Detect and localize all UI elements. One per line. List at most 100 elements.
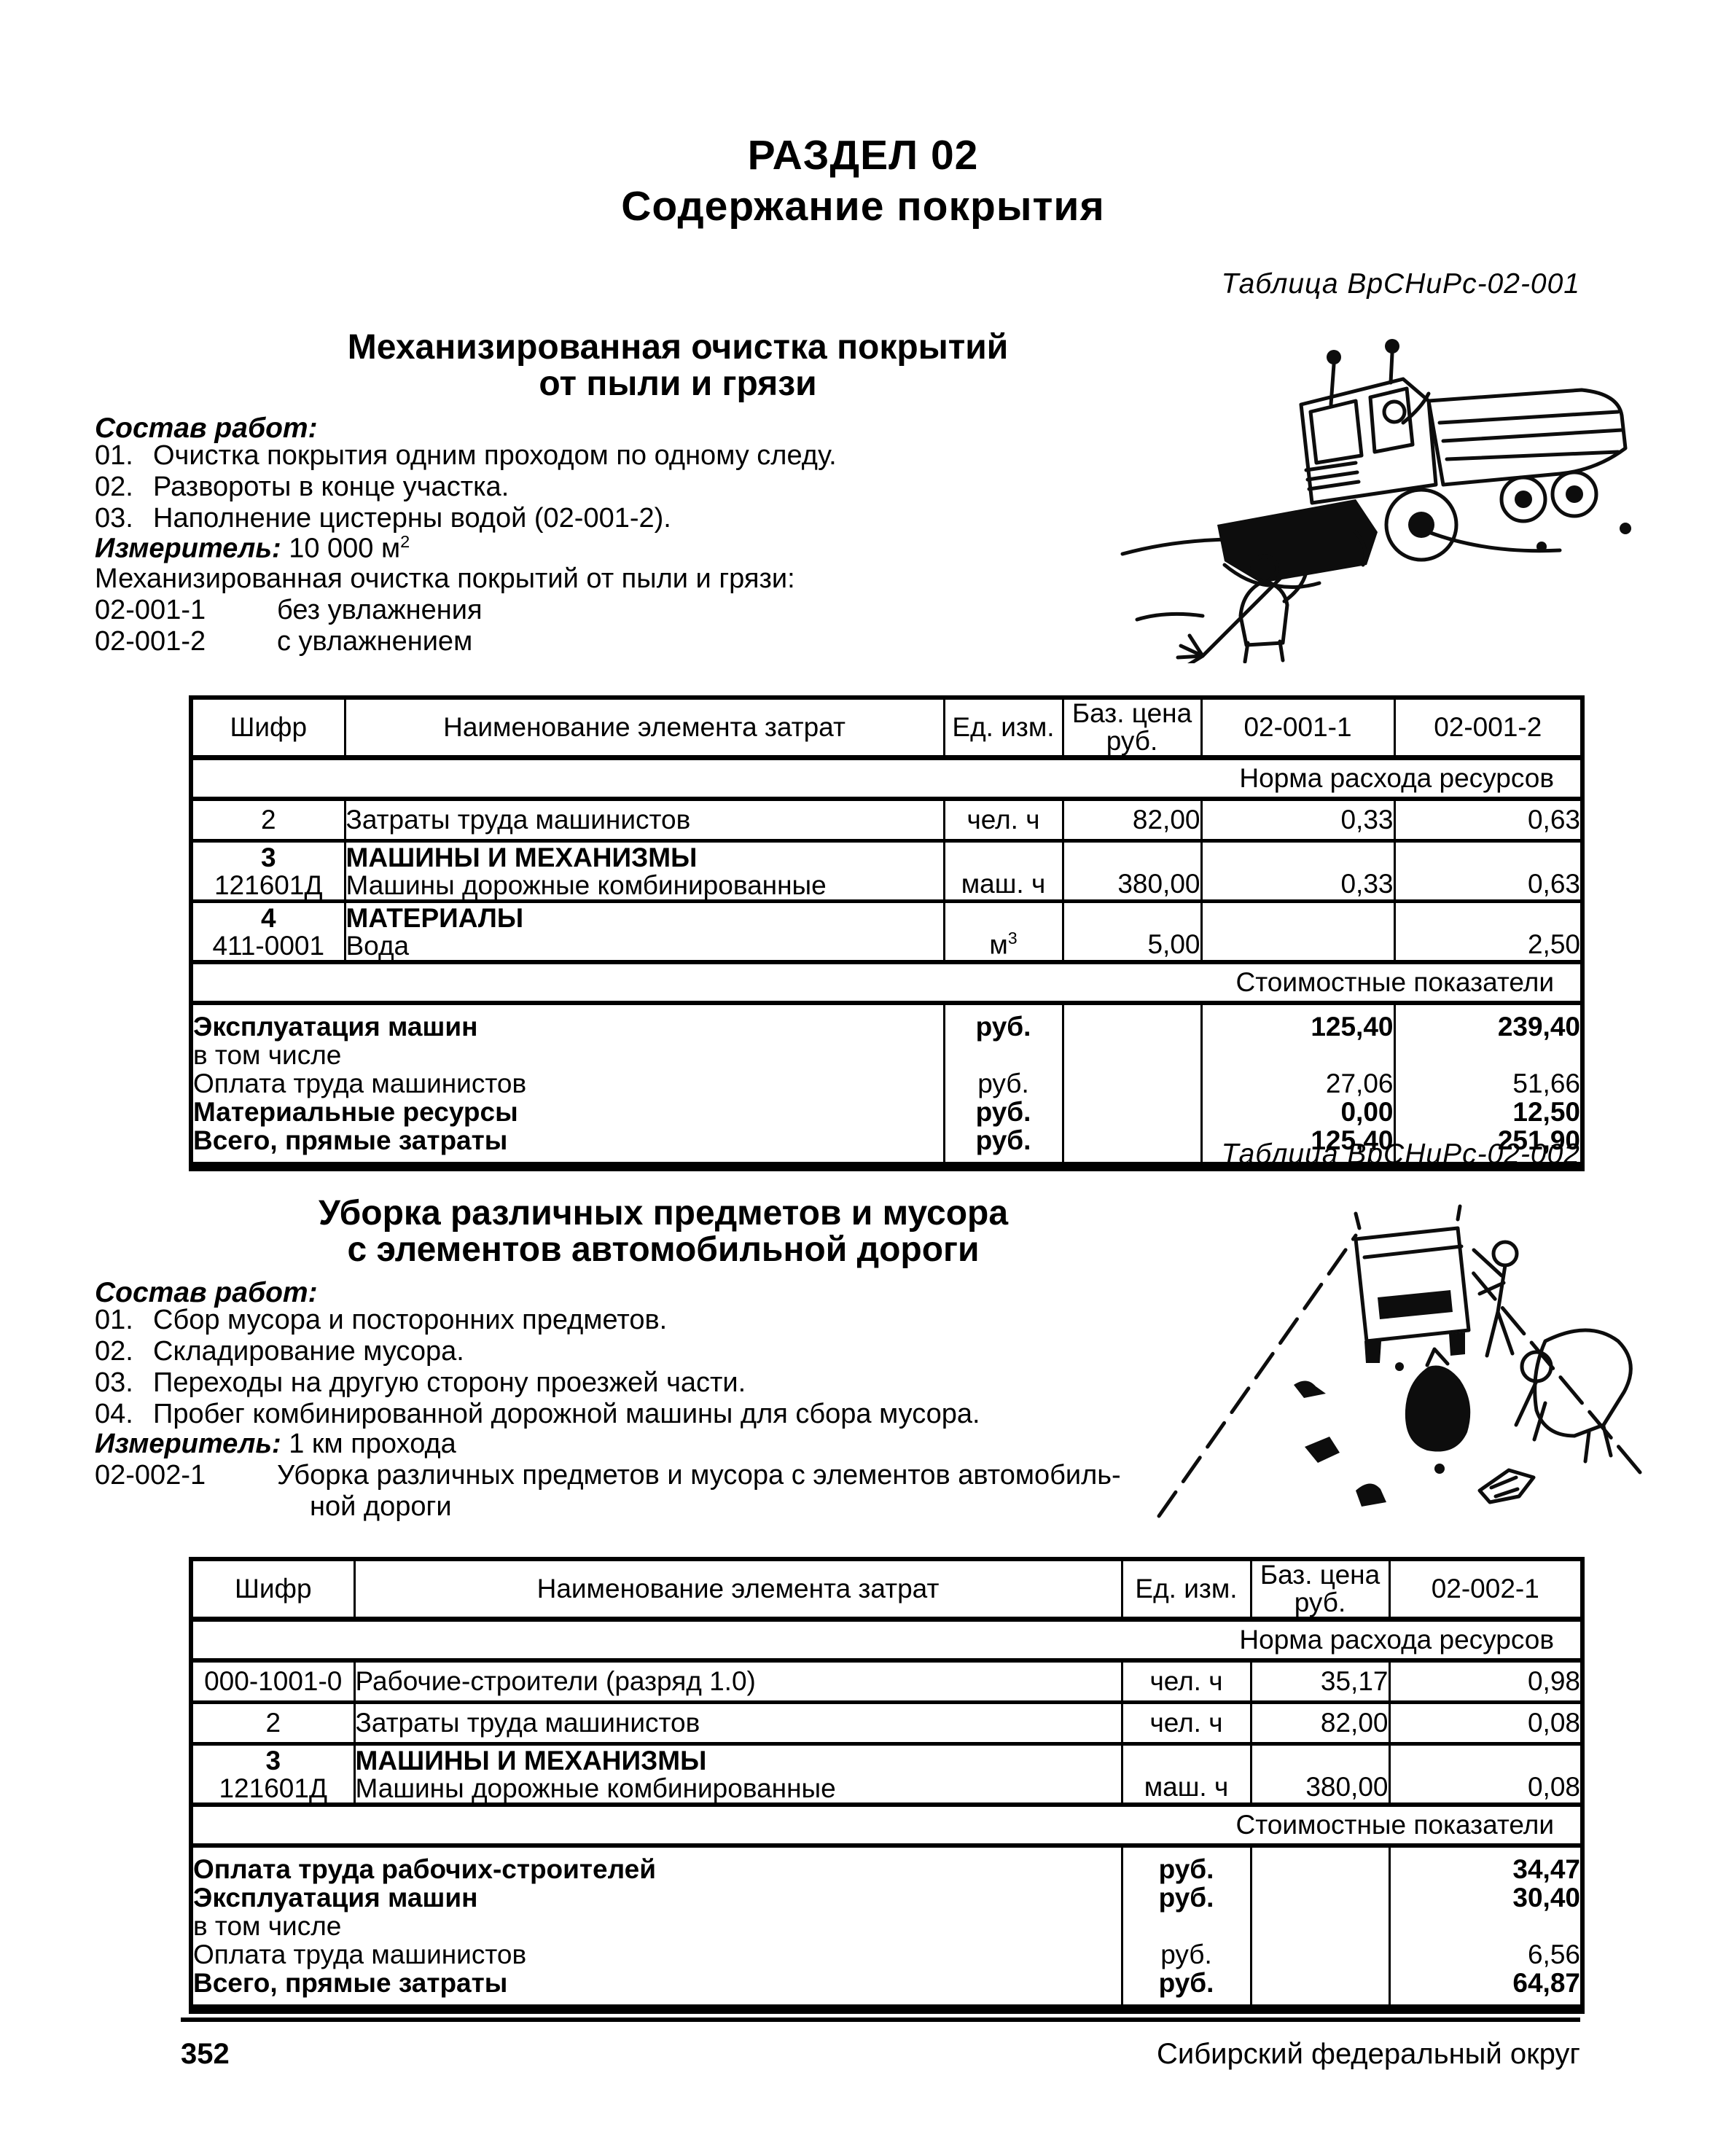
page-number: 352 (181, 2038, 230, 2070)
work-item-num: 04. (95, 1399, 133, 1429)
cell-name: МАТЕРИАЛЫ Вода (343, 899, 945, 964)
cost-values-1: 125,40 27,06 0,00 125,40 (1200, 1001, 1396, 1168)
section2-works-label: Состав работ: (95, 1277, 318, 1308)
cell-unit-base: м (989, 929, 1008, 959)
cost-line-unit: руб. (1158, 1883, 1214, 1913)
cell-unit: маш. ч (1120, 1742, 1252, 1807)
cost-line-value (1203, 1041, 1392, 1069)
variant-line: 02-002-1 Уборка различных предметов и мус… (95, 1460, 1121, 1491)
work-item-num: 02. (95, 1336, 133, 1367)
cell-name: МАШИНЫ И МЕХАНИЗМЫ Машины дорожные комбин… (353, 1742, 1123, 1807)
table-row: 2 Затраты труда машинистов чел. ч 82,00 … (190, 1700, 1584, 1746)
meter-line: Измеритель: 1 км прохода (95, 1429, 456, 1460)
col-header-price: Баз. цена руб. (1249, 1558, 1391, 1622)
cell-price: 380,00 (1249, 1742, 1391, 1807)
cost-line-label: Оплата труда рабочих-строителей (193, 1854, 656, 1884)
cost-line-label: Материальные ресурсы (193, 1097, 518, 1127)
table-row: 3 121601Д МАШИНЫ И МЕХАНИЗМЫ Машины дорожн… (190, 1742, 1584, 1807)
cell-price: 82,00 (1061, 797, 1203, 843)
col-header-price-line2: руб. (1294, 1587, 1346, 1617)
col-header-unit: Ед. изм. (942, 696, 1064, 760)
cost-line-label: в том числе (193, 1040, 342, 1070)
table1-label: Таблица ВрСНиРс-02-001 (1221, 268, 1580, 300)
cost-line-label: Эксплуатация машин (193, 1012, 478, 1042)
cell-v1: 0,08 (1388, 1742, 1584, 1807)
work-item-text: Развороты в конце участка. (153, 472, 509, 502)
cost-line-value: 34,47 (1512, 1854, 1580, 1884)
footer-region-label: Сибирский федеральный округ (1157, 2038, 1580, 2070)
table-row: 3 121601Д МАШИНЫ И МЕХАНИЗМЫ Машины дорожн… (190, 839, 1584, 903)
cell-name: МАШИНЫ И МЕХАНИЗМЫ Машины дорожные комбин… (343, 839, 945, 903)
variant-code: 02-002-1 (95, 1460, 206, 1491)
work-item-num: 01. (95, 1305, 133, 1335)
cost-line-unit: руб. (975, 1125, 1031, 1155)
col-header-v1: 02-001-1 (1200, 696, 1396, 760)
cost-line-label: Всего, прямые затраты (193, 1968, 508, 1998)
cost-price-empty (1249, 1844, 1391, 2010)
cost-line-value (1391, 1912, 1580, 1940)
cost-values-2: 239,40 51,66 12,50 251,90 (1393, 1001, 1584, 1168)
variant-text-line2: ной дороги (310, 1491, 452, 1522)
cell-name-line: Машины дорожные комбинированные (355, 1773, 836, 1803)
cost-line-unit: руб. (975, 1012, 1031, 1042)
table-header-row: Шифр Наименование элемента затрат Ед. из… (190, 696, 1584, 760)
variant-line: 02-001-1 без увлажнения (95, 595, 483, 626)
cost-line-label: Оплата труда машинистов (193, 1940, 527, 1969)
work-item-text: Складирование мусора. (153, 1336, 464, 1367)
table2-label: Таблица ВрСНиРс-02-002 (1221, 1138, 1580, 1170)
meter-line: Измеритель: 10 000 м2 (95, 532, 410, 565)
cost-band-label: Стоимостные показатели (190, 960, 1584, 1005)
variant-text: без увлажнения (277, 595, 483, 625)
cost-block-row: Эксплуатация машин в том числе Оплата тр… (190, 1001, 1584, 1168)
cell-code: 2 (190, 797, 346, 843)
litter-pickup-illustration (1137, 1184, 1662, 1531)
cost-line-label: Всего, прямые затраты (193, 1125, 508, 1155)
col-header-price-line1: Баз. цена (1260, 1560, 1381, 1590)
cost-band-row: Стоимостные показатели (190, 960, 1584, 1005)
cell-name-line: Машины дорожные комбинированные (345, 870, 827, 900)
cell-code-line2: 121601Д (219, 1773, 328, 1803)
work-item-text: Очистка покрытия одним проходом по одном… (153, 440, 837, 471)
work-item: 03. Наполнение цистерны водой (02-001-2). (95, 503, 671, 534)
norm-table-02-001: Шифр Наименование элемента затрат Ед. из… (189, 695, 1585, 1171)
table-row: 4 411-0001 МАТЕРИАЛЫ Вода м3 5,00 2,50 (190, 899, 1584, 964)
cell-group: МАТЕРИАЛЫ (345, 903, 524, 933)
cost-line-unit: руб. (977, 1069, 1029, 1098)
cost-units: руб. руб. руб. руб. (1120, 1844, 1252, 2010)
cost-line-value: 64,87 (1512, 1968, 1580, 1998)
page-title-line2: Содержание покрытия (621, 183, 1105, 230)
cost-line-unit: руб. (1160, 1940, 1212, 1969)
col-header-code: Шифр (190, 1558, 356, 1622)
norm-band-row: Норма расхода ресурсов (190, 1617, 1584, 1663)
cell-name: Рабочие-строители (разряд 1.0) (353, 1658, 1123, 1704)
cell-v2: 0,63 (1393, 839, 1584, 903)
variant-code: 02-001-2 (95, 626, 206, 657)
col-header-code: Шифр (190, 696, 346, 760)
cell-unit: чел. ч (942, 797, 1064, 843)
section2-heading-line1: Уборка различных предметов и мусора (318, 1194, 1009, 1233)
cell-unit: м3 (942, 899, 1064, 964)
cost-line-value: 0,00 (1340, 1097, 1394, 1127)
col-header-unit: Ед. изм. (1120, 1558, 1252, 1622)
section1-intro: Механизированная очистка покрытий от пыл… (95, 563, 795, 594)
cell-name: Затраты труда машинистов (353, 1700, 1123, 1746)
cell-v2: 0,63 (1393, 797, 1584, 843)
cell-code-line1: 4 (260, 903, 276, 933)
cell-price: 82,00 (1249, 1700, 1391, 1746)
cell-price: 5,00 (1061, 899, 1203, 964)
cost-line-value: 239,40 (1497, 1012, 1580, 1042)
work-item: 01. Сбор мусора и посторонних предметов. (95, 1305, 667, 1336)
section1-works-label: Состав работ: (95, 413, 318, 444)
work-item-text: Наполнение цистерны водой (02-001-2). (153, 503, 671, 534)
cell-group: МАШИНЫ И МЕХАНИЗМЫ (345, 843, 698, 872)
cost-line-value: 27,06 (1325, 1069, 1394, 1098)
work-item-num: 03. (95, 1367, 133, 1398)
meter-sup: 2 (400, 532, 410, 551)
cell-code-line1: 3 (265, 1746, 281, 1776)
road-sweeper-illustration (1115, 313, 1647, 670)
cell-v2: 2,50 (1393, 899, 1584, 964)
cost-line-value: 125,40 (1311, 1012, 1394, 1042)
footer-divider (181, 2018, 1580, 2022)
cost-labels: Эксплуатация машин в том числе Оплата тр… (190, 1001, 945, 1168)
norm-band-label: Норма расхода ресурсов (190, 755, 1584, 801)
